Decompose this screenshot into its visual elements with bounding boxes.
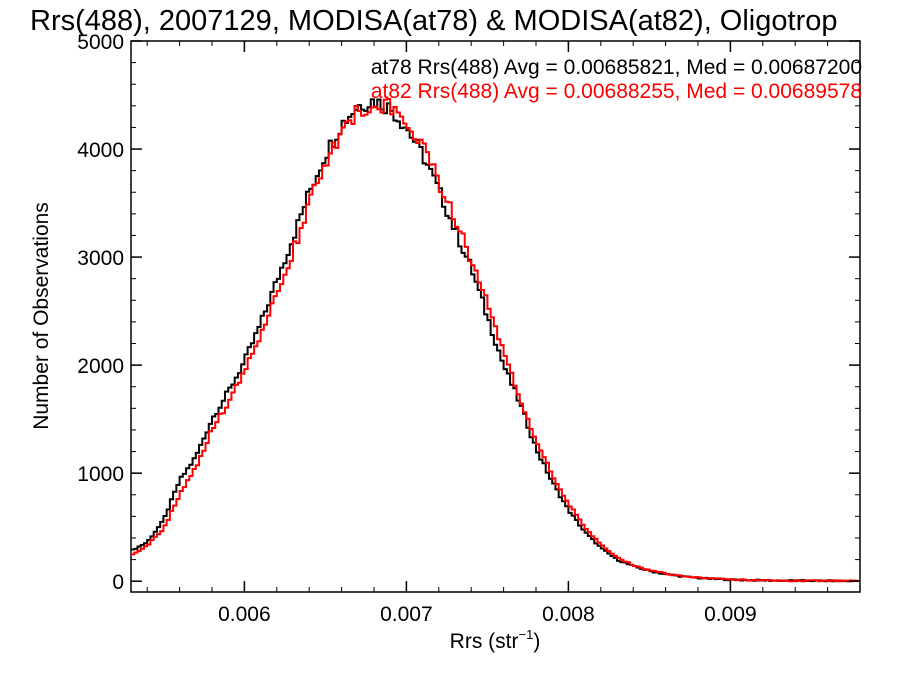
legend-entry-at78: at78 Rrs(488) Avg = 0.00685821, Med = 0.… (371, 56, 862, 79)
x-tick-label: 0.008 (542, 603, 595, 626)
x-axis-label: Rrs (str−1) (450, 627, 541, 653)
x-tick-label: 0.007 (380, 603, 433, 626)
series-line-at78 (131, 98, 860, 583)
x-axis-label-main: Rrs (str (450, 630, 519, 653)
x-axis-label-superscript: −1 (519, 627, 534, 642)
y-tick-label: 1000 (77, 463, 124, 486)
plot-frame (130, 40, 861, 593)
y-tick-label: 2000 (77, 355, 124, 378)
y-axis-label: Number of Observations (30, 202, 53, 430)
chart-title: Rrs(488), 2007129, MODISA(at78) & MODISA… (30, 5, 837, 37)
y-tick-label: 0 (112, 571, 124, 594)
x-axis: 0.006 0.007 0.008 0.009 (146, 41, 861, 626)
x-axis-label-close: ) (533, 630, 540, 653)
y-tick-label: 4000 (77, 139, 124, 162)
y-axis: 0 1000 2000 3000 4000 5000 (77, 31, 860, 594)
x-tick-label: 0.009 (704, 603, 757, 626)
legend-entry-at82: at82 Rrs(488) Avg = 0.00688255, Med = 0.… (371, 80, 862, 103)
series-layer (131, 97, 860, 583)
y-tick-label: 3000 (77, 247, 124, 270)
series-line-at82 (131, 97, 860, 583)
x-tick-label: 0.006 (218, 603, 271, 626)
y-tick-label: 5000 (77, 31, 124, 54)
